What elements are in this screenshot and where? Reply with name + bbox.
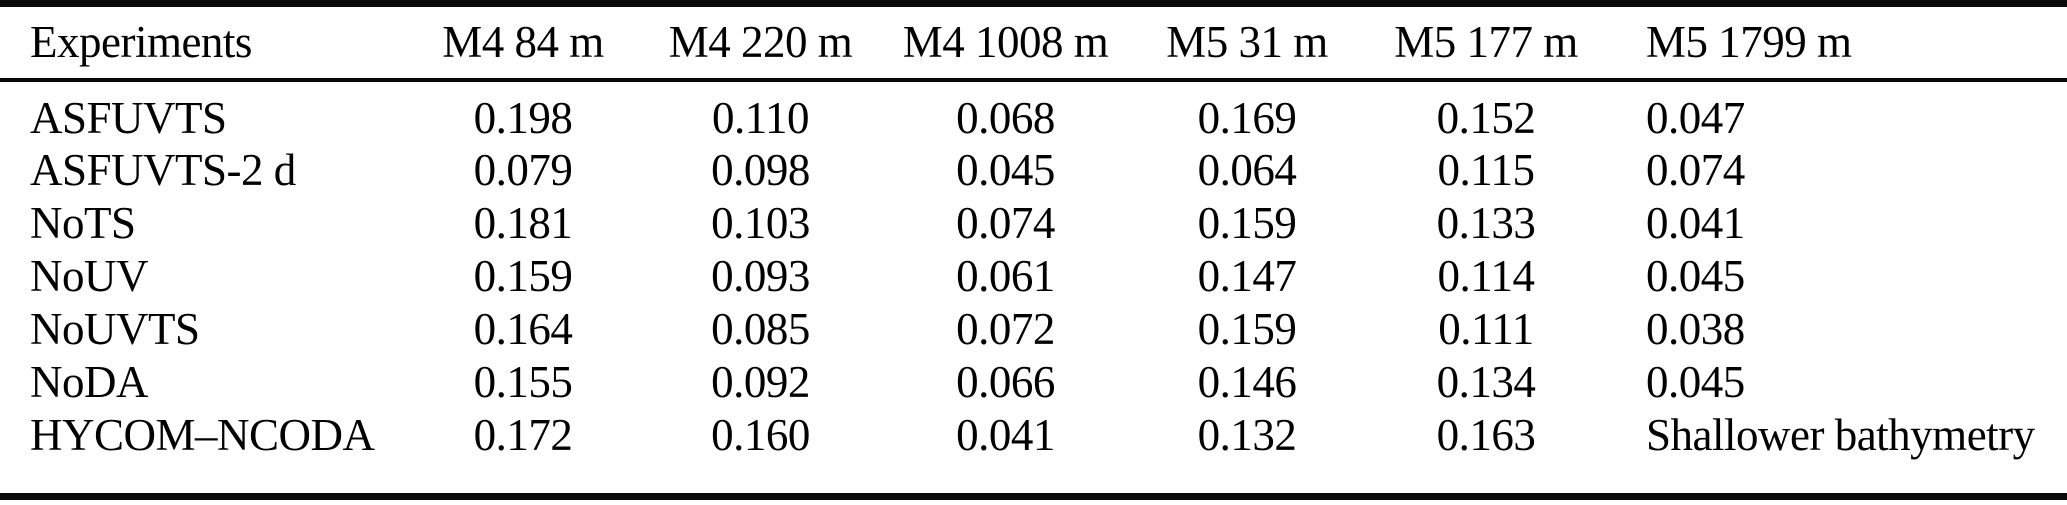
- table-row: NoUV 0.159 0.093 0.061 0.147 0.114 0.045: [0, 250, 2067, 303]
- value-cell: 0.164: [473, 304, 573, 354]
- value-cell: 0.181: [473, 198, 573, 248]
- table-header-row: Experiments M4 84 m M4 220 m M4 1008 m M…: [0, 3, 2067, 82]
- experiment-name-cell: HYCOM–NCODA: [30, 409, 375, 460]
- table-row: NoDA 0.155 0.092 0.066 0.146 0.134 0.045: [0, 356, 2067, 409]
- table-row: NoUVTS 0.164 0.085 0.072 0.159 0.111 0.038: [0, 303, 2067, 356]
- value-cell: 0.160: [711, 409, 810, 460]
- column-header-m5-177m: M5 177 m: [1366, 3, 1606, 82]
- value-cell: 0.111: [1438, 304, 1534, 354]
- value-cell: 0.079: [473, 145, 573, 195]
- table-row: HYCOM–NCODA 0.172 0.160 0.041 0.132 0.163 Shal…: [0, 409, 2067, 497]
- value-cell: 0.159: [473, 251, 573, 301]
- value-cell: 0.172: [473, 409, 573, 460]
- value-cell: 0.159: [1197, 304, 1297, 354]
- value-cell: Shallower bathymetry: [1646, 409, 2035, 460]
- experiment-name-cell: ASFUVTS: [30, 92, 227, 143]
- value-cell: 0.064: [1197, 145, 1297, 195]
- table-body: ASFUVTS 0.198 0.110 0.068 0.169 0.152 0.047 ASF…: [0, 80, 2067, 497]
- table-header: Experiments M4 84 m M4 220 m M4 1008 m M…: [0, 3, 2067, 82]
- value-cell: 0.045: [1646, 357, 1745, 407]
- column-header-m4-220m: M4 220 m: [638, 3, 883, 82]
- value-cell: 0.133: [1436, 198, 1536, 248]
- value-cell: 0.041: [1646, 198, 1745, 248]
- value-cell: 0.169: [1197, 92, 1297, 143]
- value-cell: 0.041: [956, 409, 1055, 460]
- value-cell: 0.115: [1437, 145, 1535, 195]
- value-cell: 0.159: [1197, 198, 1297, 248]
- experiment-name-cell: NoTS: [30, 198, 136, 248]
- column-header-m4-84m: M4 84 m: [408, 3, 638, 82]
- experiment-name-cell: ASFUVTS-2 d: [30, 145, 296, 195]
- value-cell: 0.093: [711, 251, 810, 301]
- value-cell: 0.146: [1197, 357, 1297, 407]
- experiment-name-cell: NoUVTS: [30, 304, 200, 354]
- table-row: ASFUVTS-2 d 0.079 0.098 0.045 0.064 0.115 0.07…: [0, 144, 2067, 197]
- value-cell: 0.198: [473, 92, 573, 143]
- value-cell: 0.098: [711, 145, 810, 195]
- value-cell: 0.110: [711, 92, 810, 143]
- value-cell: 0.114: [1437, 251, 1535, 301]
- table-row: NoTS 0.181 0.103 0.074 0.159 0.133 0.041: [0, 197, 2067, 250]
- value-cell: 0.047: [1646, 92, 1745, 143]
- value-cell: 0.092: [711, 357, 810, 407]
- table-row: ASFUVTS 0.198 0.110 0.068 0.169 0.152 0.047: [0, 80, 2067, 144]
- value-cell: 0.045: [1646, 251, 1745, 301]
- value-cell: 0.074: [1646, 145, 1745, 195]
- value-cell: 0.147: [1197, 251, 1297, 301]
- column-header-m4-1008m: M4 1008 m: [883, 3, 1128, 82]
- value-cell: 0.066: [956, 357, 1055, 407]
- value-cell: 0.061: [956, 251, 1055, 301]
- value-cell: 0.103: [711, 198, 810, 248]
- value-cell: 0.068: [956, 92, 1055, 143]
- value-cell: 0.038: [1646, 304, 1745, 354]
- column-header-experiments: Experiments: [0, 3, 408, 82]
- value-cell: 0.132: [1197, 409, 1297, 460]
- value-cell: 0.134: [1436, 357, 1536, 407]
- value-cell: 0.074: [956, 198, 1055, 248]
- value-cell: 0.085: [711, 304, 810, 354]
- value-cell: 0.152: [1436, 92, 1536, 143]
- column-header-m5-1799m: M5 1799 m: [1606, 3, 2067, 82]
- value-cell: 0.072: [956, 304, 1055, 354]
- column-header-m5-31m: M5 31 m: [1128, 3, 1366, 82]
- value-cell: 0.155: [473, 357, 573, 407]
- experiment-name-cell: NoUV: [30, 251, 149, 301]
- value-cell: 0.163: [1436, 409, 1536, 460]
- value-cell: 0.045: [956, 145, 1055, 195]
- experiment-name-cell: NoDA: [30, 357, 149, 407]
